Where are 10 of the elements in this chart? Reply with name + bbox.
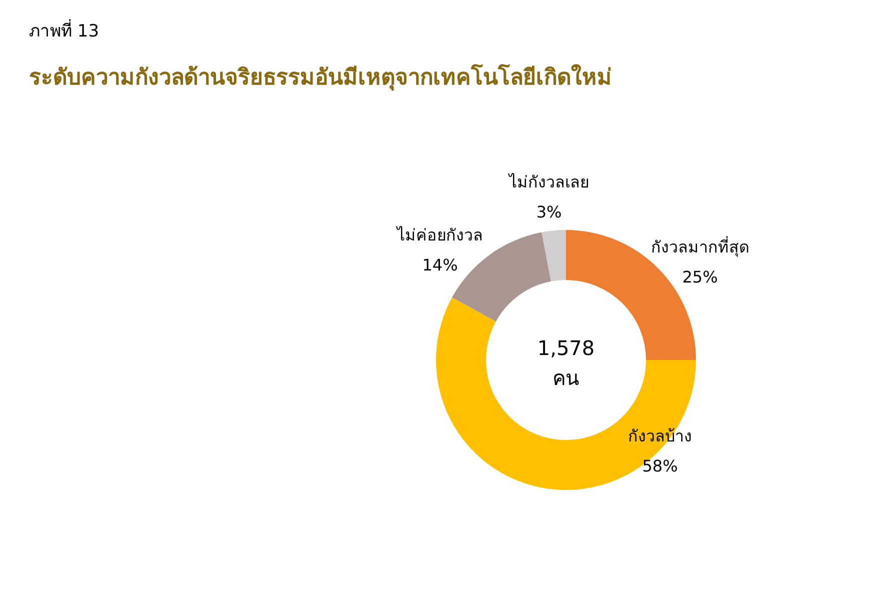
slice-label: กังวลมากที่สุด: [651, 236, 749, 258]
text: ภาพที่ 13: [29, 18, 100, 42]
data-label: 25%: [682, 268, 718, 286]
chart-subtitle: ระดับความกังวลด้านจริยธรรมอันมีเหตุจากเทคโนโลยีเกิดใหม่: [29, 64, 612, 92]
slice-label: ไม่กังวลเลย: [507, 172, 589, 192]
data-label: 58%: [642, 456, 678, 476]
data-label: 3%: [536, 202, 562, 222]
slice-label: ไม่ค่อยกังวล: [395, 226, 483, 244]
data-label: 14%: [422, 256, 458, 274]
text: 1,578 คน: [537, 336, 595, 390]
